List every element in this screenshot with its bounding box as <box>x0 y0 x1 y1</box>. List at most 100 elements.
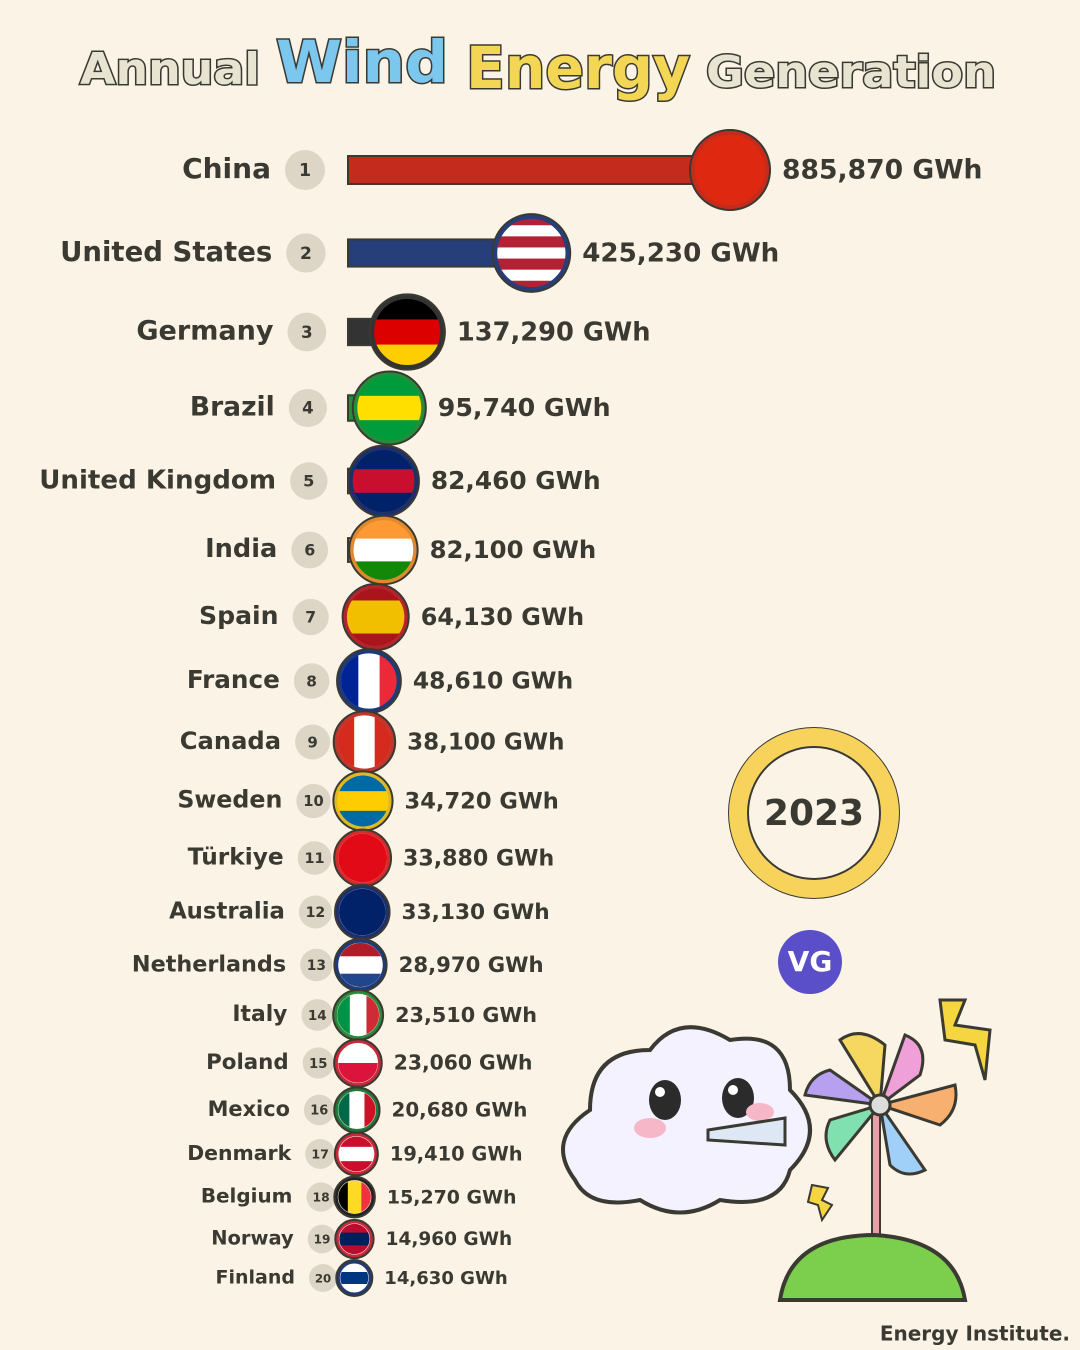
flag-outline <box>491 213 572 293</box>
rank-label: 13 <box>307 958 326 974</box>
flag-ring <box>335 884 390 940</box>
flag <box>337 715 392 769</box>
rank-label: 12 <box>306 905 326 921</box>
rank-label: 10 <box>303 793 323 810</box>
year-badge: 2023 <box>728 727 900 899</box>
flag-ring <box>347 445 420 517</box>
title-word: Annual <box>80 44 260 95</box>
flag-stripe <box>340 1284 369 1292</box>
flag-stripe <box>353 561 414 581</box>
rank-label: 18 <box>313 1191 330 1205</box>
flag-ring <box>334 1087 380 1133</box>
rank-label: 4 <box>302 399 313 418</box>
flag-ring <box>491 213 571 293</box>
flag-outline <box>368 293 446 371</box>
rank-badge <box>291 531 329 569</box>
flag-outline <box>351 370 427 446</box>
title-word: Wind <box>276 28 448 96</box>
rank-badge <box>298 895 332 929</box>
rank-label: 17 <box>311 1147 329 1162</box>
category-label: Finland <box>216 1267 295 1289</box>
rank-badge <box>288 388 327 428</box>
flag-stripe <box>346 600 405 618</box>
value-label: 48,610 GWh <box>413 667 573 695</box>
rank-badge <box>307 1224 337 1254</box>
flag-outline <box>334 1218 375 1260</box>
flag-ring <box>368 293 446 371</box>
rank-badge <box>290 462 328 500</box>
bar <box>347 155 731 185</box>
flag-stripe <box>338 1136 374 1148</box>
category-label: France <box>187 665 280 694</box>
value-label: 34,720 GWh <box>405 789 559 815</box>
flag-stripe <box>346 617 405 635</box>
flag-stripe <box>356 420 422 441</box>
rank-label: 20 <box>315 1272 331 1286</box>
category-label: Belgium <box>201 1184 293 1208</box>
flag-stripe <box>379 653 397 709</box>
rank-badge <box>302 1047 334 1079</box>
value-label: 23,060 GWh <box>394 1051 533 1075</box>
flag-stripe <box>496 258 567 271</box>
rank-badge <box>303 1094 335 1126</box>
flag-ring <box>335 1133 378 1175</box>
rank-badge <box>301 999 334 1031</box>
category-label: Spain <box>199 601 279 630</box>
flag-stripe <box>694 134 766 206</box>
flag-stripe <box>339 1232 370 1246</box>
rank-label: 19 <box>314 1233 331 1247</box>
rank-badge <box>295 724 331 760</box>
rank-badge <box>293 663 330 699</box>
flag-stripe <box>340 1264 369 1273</box>
category-label: United States <box>60 236 272 268</box>
flag-stripe <box>338 1146 374 1162</box>
flag-stripe <box>338 1091 350 1129</box>
flag-stripe <box>338 1063 378 1083</box>
value-label: 38,100 GWh <box>407 730 564 756</box>
flag-stripe <box>349 1091 365 1129</box>
category-label: China <box>182 152 271 185</box>
flag <box>341 653 397 709</box>
flag-stripe <box>337 810 389 827</box>
rank-label: 5 <box>303 472 314 491</box>
value-label: 137,290 GWh <box>457 318 651 348</box>
flag-ring <box>334 1177 375 1217</box>
source: Energy Institute. <box>880 1322 1070 1346</box>
flag <box>338 1136 374 1172</box>
value-label: 14,630 GWh <box>384 1268 507 1289</box>
flag-ring <box>334 939 387 991</box>
rank-badge <box>306 1182 336 1212</box>
flag-stripe <box>337 715 355 769</box>
category-label: Australia <box>169 899 285 925</box>
flag-stripe <box>338 973 383 988</box>
flag-stripe <box>338 942 383 957</box>
rank-badge <box>292 598 329 636</box>
flag-stripe <box>338 1180 349 1214</box>
flag-stripe <box>352 449 415 470</box>
rank-label: 9 <box>307 734 317 752</box>
flag-stripe <box>353 538 414 562</box>
illustration <box>561 998 992 1302</box>
rank-label: 8 <box>306 673 317 691</box>
flag-stripe <box>356 395 422 421</box>
flag-stripe <box>373 319 441 346</box>
rank-badge <box>296 783 331 819</box>
value-label: 885,870 GWh <box>782 155 982 186</box>
rank-label: 3 <box>301 322 313 342</box>
flag <box>338 833 388 883</box>
flag-stripe <box>352 469 415 494</box>
flag-stripe <box>358 653 381 709</box>
flag-stripe <box>337 791 389 812</box>
rank-badge <box>305 1139 336 1169</box>
value-label: 64,130 GWh <box>421 603 584 631</box>
flag-outline <box>689 129 771 211</box>
flag-stripe <box>373 344 441 366</box>
logo-text: VG <box>788 945 833 978</box>
flag-stripe <box>341 653 359 709</box>
flag-stripe <box>339 888 386 936</box>
flag-stripe <box>496 280 567 288</box>
flag-stripe <box>374 715 392 769</box>
flag-stripe <box>337 775 389 792</box>
flag-stripe <box>496 225 567 237</box>
